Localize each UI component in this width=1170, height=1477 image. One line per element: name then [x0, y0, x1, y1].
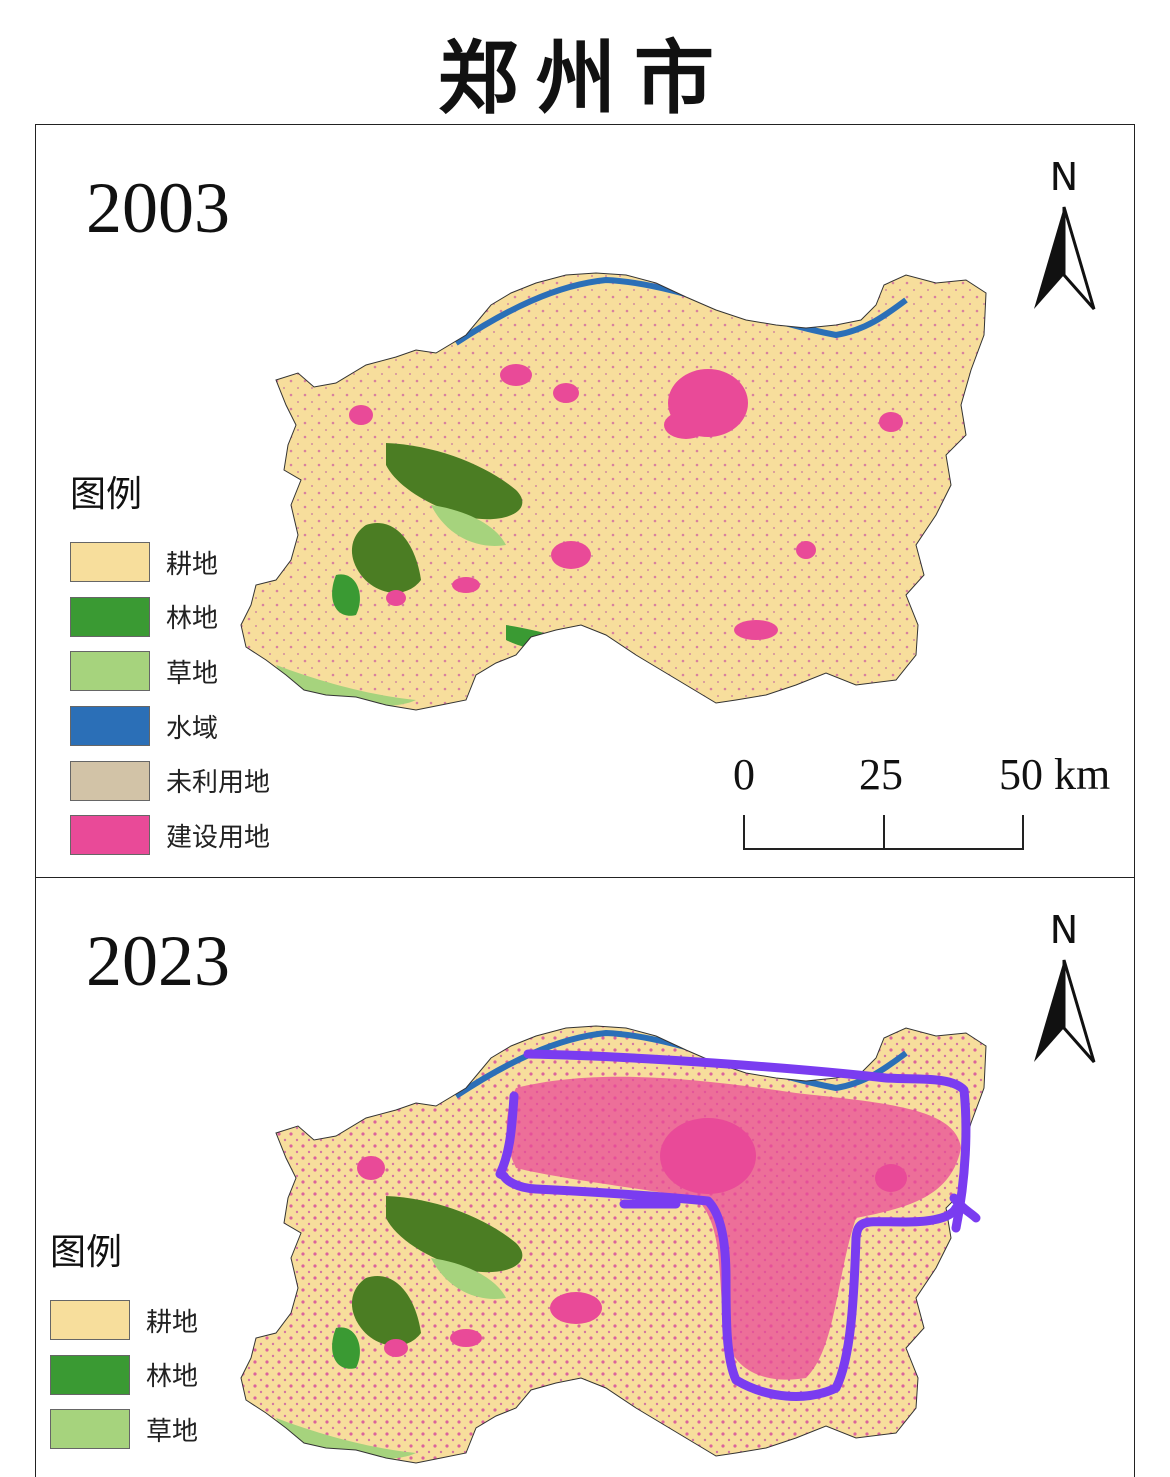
legend-item-water: 水域 — [70, 699, 270, 754]
north-arrow-icon — [1034, 206, 1096, 310]
map-2023 — [240, 1025, 987, 1464]
north-label: N — [1049, 908, 1079, 952]
scale-tick-25: 25 — [859, 750, 903, 799]
legend-label: 建设用地 — [166, 822, 271, 853]
scale-tick-0: 0 — [733, 750, 755, 799]
legend-label: 草地 — [146, 1416, 199, 1447]
north-arrow-icon — [1034, 959, 1096, 1063]
legend-item-cropland: 耕地 — [70, 535, 270, 590]
legend-title: 图例 — [70, 474, 143, 515]
legend-label: 水域 — [166, 713, 219, 744]
scale-bar-line — [743, 815, 1024, 850]
map-title: 郑州市 — [438, 31, 732, 125]
legend-item-cropland: 耕地 — [50, 1293, 198, 1348]
legend-item-grassland: 草地 — [70, 644, 270, 699]
urban-core-2023 — [660, 1118, 756, 1194]
legend-item-forest: 林地 — [70, 590, 270, 645]
grass-area — [431, 1258, 506, 1299]
legend-title: 图例 — [50, 1232, 123, 1273]
north-arrow: N — [1029, 155, 1099, 315]
legend-label: 未利用地 — [166, 768, 271, 799]
city-boundary-2023 — [241, 1026, 986, 1463]
forest-area — [386, 443, 523, 520]
city-boundary-2003 — [241, 273, 986, 710]
scale-tick-50: 50 km — [999, 750, 1111, 799]
legend-label: 草地 — [166, 658, 219, 689]
legend-swatch — [70, 815, 150, 856]
legend-swatch — [50, 1300, 130, 1341]
annotation-outline-bottom — [495, 1091, 961, 1401]
legend: 图例 耕地 林地 草地 — [50, 1223, 198, 1457]
annotation-outline-top — [523, 1049, 981, 1233]
year-label: 2023 — [86, 921, 230, 1001]
legend-item-unused: 未利用地 — [70, 753, 270, 808]
legend-swatch — [70, 651, 150, 692]
map-panel-2003: 2003 — [35, 124, 1135, 879]
legend-swatch — [70, 542, 150, 583]
scale-bar: 0 25 50 km — [733, 749, 1134, 859]
legend: 图例 耕地 林地 草地 水域 未利用地 建设用地 — [70, 465, 270, 863]
map-2003 — [240, 272, 987, 711]
legend-item-grassland: 草地 — [50, 1402, 198, 1457]
legend-label: 耕地 — [166, 549, 219, 580]
legend-swatch — [70, 760, 150, 801]
urban-expanded-2023 — [506, 1076, 961, 1380]
legend-label: 林地 — [166, 604, 219, 635]
north-arrow: N — [1029, 908, 1099, 1068]
legend-label: 林地 — [146, 1362, 199, 1393]
legend-swatch — [50, 1409, 130, 1450]
north-label: N — [1049, 155, 1079, 199]
grass-area — [431, 505, 506, 546]
year-label: 2003 — [86, 168, 230, 248]
legend-item-construction: 建设用地 — [70, 808, 270, 863]
legend-label: 耕地 — [146, 1307, 199, 1338]
legend-swatch — [70, 706, 150, 747]
map-panel-2023: 2023 — [35, 877, 1135, 1477]
legend-swatch — [50, 1354, 130, 1395]
legend-swatch — [70, 596, 150, 637]
forest-area — [386, 1196, 523, 1273]
legend-item-forest: 林地 — [50, 1348, 198, 1403]
